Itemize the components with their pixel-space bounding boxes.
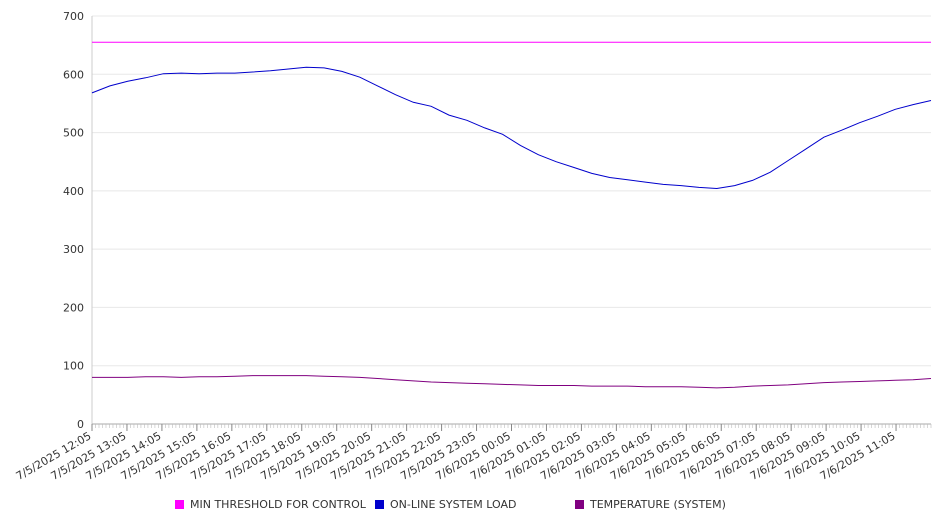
axes <box>91 16 932 431</box>
legend-swatch-temperature <box>575 500 584 509</box>
y-tick-label: 300 <box>63 243 84 256</box>
series-line-1 <box>91 66 932 190</box>
grid-lines <box>92 15 931 367</box>
legend-label-min-threshold: MIN THRESHOLD FOR CONTROL <box>190 498 366 511</box>
legend-item-system-load[interactable]: ON-LINE SYSTEM LOAD <box>375 498 516 511</box>
legend-item-min-threshold[interactable]: MIN THRESHOLD FOR CONTROL <box>175 498 366 511</box>
y-tick-label: 0 <box>77 418 84 431</box>
series-lines <box>91 41 932 389</box>
y-tick-label: 200 <box>63 301 84 314</box>
y-axis-tick-labels: 0 100 200 300 400 500 600 700 <box>63 10 84 431</box>
legend-item-temperature[interactable]: TEMPERATURE (SYSTEM) <box>575 498 726 511</box>
y-tick-label: 600 <box>63 68 84 81</box>
legend-swatch-system-load <box>375 500 384 509</box>
legend-label-temperature: TEMPERATURE (SYSTEM) <box>590 498 726 511</box>
series-line-2 <box>92 375 932 389</box>
y-tick-label: 400 <box>63 185 84 198</box>
legend-swatch-min-threshold <box>175 500 184 509</box>
y-tick-label: 500 <box>63 127 84 140</box>
y-tick-label: 100 <box>63 360 84 373</box>
x-axis-tick-labels: 7/5/2025 12:057/5/2025 13:057/5/2025 14:… <box>14 429 898 483</box>
legend: MIN THRESHOLD FOR CONTROL ON-LINE SYSTEM… <box>0 498 946 514</box>
legend-label-system-load: ON-LINE SYSTEM LOAD <box>390 498 517 511</box>
y-tick-label: 700 <box>63 10 84 23</box>
